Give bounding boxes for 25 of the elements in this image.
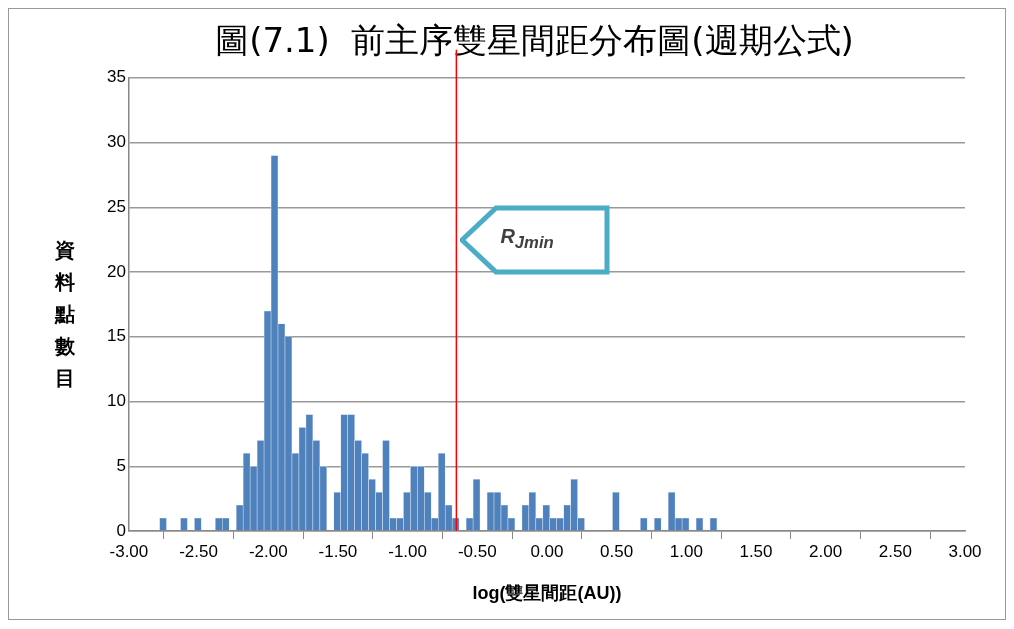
ref-line-label: R$_{Jmin}$ <box>500 224 554 253</box>
x-tick-label: -1.50 <box>318 541 358 561</box>
y-tick-label: 5 <box>116 455 126 475</box>
x-tick-label: 2.50 <box>878 541 912 561</box>
x-tick-label: 1.50 <box>739 541 773 561</box>
x-tick-label: 0.50 <box>600 541 634 561</box>
x-tick-label: 2.00 <box>809 541 843 561</box>
y-tick-label: 15 <box>106 326 126 346</box>
chart-title: 圖(7.1) 前主序雙星間距分布圖(週期公式) <box>215 20 854 61</box>
y-tick-label: 35 <box>106 67 126 87</box>
x-tick-label: -2.50 <box>179 541 218 561</box>
x-tick-label: 0.00 <box>530 541 564 561</box>
y-axis-title: 資料點數目 <box>53 237 76 392</box>
x-axis-title: log(雙星間距(AU)) <box>472 583 622 604</box>
y-tick-label: 0 <box>116 520 126 540</box>
x-tick-label: -2.00 <box>248 541 288 561</box>
y-tick-label: 25 <box>106 196 126 216</box>
x-tick-label: -1.00 <box>388 541 427 561</box>
x-tick-label: -0.50 <box>457 541 497 561</box>
y-tick-label: 20 <box>106 261 126 281</box>
x-tick-label: -3.00 <box>109 541 149 561</box>
x-tick-label: 1.00 <box>669 541 703 561</box>
y-tick-label: 30 <box>106 132 126 152</box>
y-tick-label: 10 <box>106 391 126 411</box>
x-tick-label: 3.00 <box>948 541 982 561</box>
